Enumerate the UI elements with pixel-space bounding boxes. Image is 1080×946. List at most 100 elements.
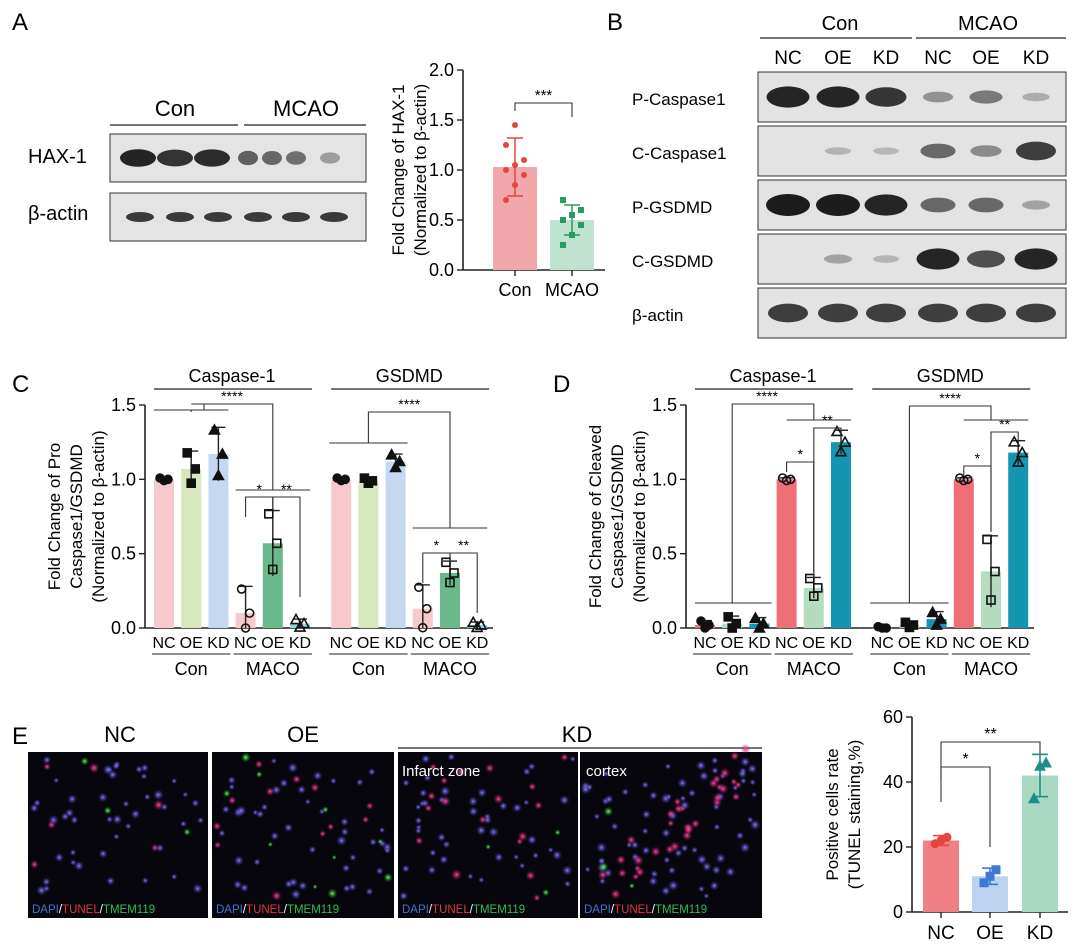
tunel-cell — [534, 801, 543, 810]
dapi-cell — [447, 752, 456, 762]
x-tick-label: NC — [952, 635, 975, 652]
data-point — [958, 475, 969, 486]
dapi-cell — [340, 817, 349, 827]
data-point — [560, 197, 566, 203]
data-point — [208, 423, 221, 435]
x-tick-label: NC — [152, 635, 175, 652]
significance-bracket — [990, 431, 1019, 532]
data-point — [990, 566, 1000, 577]
y-axis-label: Positive cells rate — [823, 748, 842, 880]
y-axis-label: Fold Change of Cleaved — [586, 425, 605, 608]
blot-b-row-label: β-actin — [632, 306, 683, 325]
dapi-cell — [54, 852, 64, 863]
data-point — [503, 197, 509, 203]
dapi-cell — [498, 801, 508, 811]
dapi-cell — [402, 779, 410, 787]
dapi-cell — [739, 777, 747, 785]
tunel-cell — [485, 763, 495, 773]
tunel-cell — [528, 782, 537, 791]
data-point — [413, 582, 424, 593]
data-point — [470, 620, 484, 633]
tunel-cell — [740, 743, 751, 754]
dapi-cell — [695, 760, 707, 771]
dapi-cell — [709, 880, 720, 891]
tmem119-cell — [598, 861, 609, 872]
tmem119-cell — [327, 888, 338, 899]
y-axis-label: Fold Change of HAX-1 — [389, 84, 408, 255]
tunel-cell — [414, 836, 424, 845]
blot-a-band-hax1 — [320, 152, 340, 164]
bar — [440, 572, 460, 628]
significance-label: ** — [281, 481, 292, 497]
y-tick-label: 1.0 — [111, 469, 136, 489]
tunel-cell — [617, 868, 627, 878]
data-point — [731, 618, 742, 629]
data-point — [271, 538, 282, 549]
blot-b-band — [865, 87, 907, 107]
data-point — [466, 615, 480, 628]
dapi-cell — [383, 847, 391, 854]
data-point — [190, 464, 200, 474]
dapi-cell — [112, 814, 123, 825]
blot-b-band — [767, 303, 809, 323]
data-point — [881, 623, 892, 633]
chart-d: Fold Change of Cleaved Caspase1/GSDMD (Nor… — [586, 366, 1034, 679]
x-tick-label: NC — [927, 923, 954, 944]
x-tick-label: OE — [802, 635, 825, 652]
bar — [181, 468, 202, 628]
dapi-cell — [437, 832, 447, 842]
dapi-cell — [369, 838, 378, 847]
tunel-cell — [665, 844, 675, 855]
stain-label-part: / — [100, 904, 104, 916]
tunel-cell — [708, 778, 719, 789]
dapi-cell — [696, 854, 708, 865]
dapi-cell — [140, 772, 148, 780]
stain-label-part: TUNEL — [432, 904, 470, 916]
data-point — [393, 454, 406, 467]
blot-b-band — [1014, 248, 1058, 270]
dapi-cell — [355, 778, 364, 787]
stain-label-part: TUNEL — [62, 904, 100, 916]
dapi-cell — [749, 819, 761, 831]
y-axis-label: Caspase1/GSDMD — [67, 444, 86, 589]
data-point — [503, 167, 509, 173]
blot-b-lane-label: NC — [774, 48, 801, 69]
blot-a-band-actin — [244, 212, 272, 222]
dapi-cell — [42, 755, 52, 765]
blot-b-band — [970, 145, 1002, 157]
tmem119-cell — [485, 843, 492, 850]
data-point — [244, 608, 255, 618]
dapi-cell — [715, 853, 726, 864]
dapi-cell — [527, 762, 536, 771]
dapi-cell — [130, 809, 141, 819]
x-tick-label: KD — [830, 635, 852, 652]
y-tick-label: 1.5 — [111, 395, 136, 415]
dapi-cell — [270, 757, 278, 765]
dapi-cell — [298, 881, 308, 891]
group-label: MACO — [787, 659, 841, 679]
x-tick-label: KD — [1007, 635, 1029, 652]
data-point — [389, 460, 402, 473]
blot-b-lane-label: KD — [1023, 48, 1049, 69]
dapi-cell — [218, 829, 226, 837]
x-tick-label: OE — [357, 635, 380, 652]
blot-a-band-actin — [320, 212, 348, 222]
dapi-cell — [677, 777, 688, 789]
dapi-cell — [551, 849, 563, 861]
tunel-cell — [310, 782, 320, 793]
x-tick-label: KD — [289, 635, 311, 652]
dapi-cell — [375, 866, 384, 876]
blot-b-band — [969, 90, 1003, 104]
x-tick-label: NC — [693, 635, 716, 652]
stain-label-part: DAPI — [584, 904, 611, 916]
dapi-cell — [233, 855, 245, 866]
tunel-cell — [292, 774, 302, 784]
dapi-cell — [740, 756, 751, 767]
group-label: MACO — [246, 659, 300, 679]
tmem119-cell — [628, 882, 635, 889]
dapi-cell — [253, 858, 261, 866]
dapi-cell — [610, 822, 619, 831]
data-point — [1028, 792, 1040, 804]
blot-b-band — [823, 254, 853, 264]
data-point — [1015, 445, 1029, 458]
